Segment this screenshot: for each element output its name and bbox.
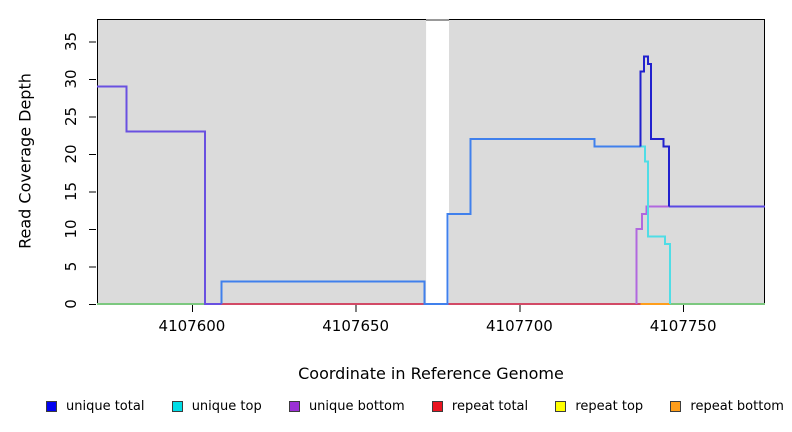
y-axis-tick-label: 5 [62, 262, 80, 272]
no-data-gap-band [426, 15, 450, 303]
legend-swatch-repeat-bottom [670, 401, 682, 412]
y-axis-tick-label: 30 [62, 69, 80, 88]
x-axis-title: Coordinate in Reference Genome [298, 364, 564, 383]
legend-item-unique-top: unique top [171, 399, 262, 414]
y-axis-tick-label: 25 [62, 107, 80, 126]
legend-item-unique-bottom: unique bottom [288, 399, 405, 414]
legend-swatch-repeat-top [555, 401, 567, 412]
legend-item-repeat-bottom: repeat bottom [670, 399, 784, 414]
x-axis-tick-label: 4107650 [322, 317, 389, 335]
legend-item-repeat-top: repeat top [555, 399, 643, 414]
unique-total-spike-line [639, 55, 671, 207]
x-axis-tick-label: 4107700 [486, 317, 553, 335]
y-axis-tick-label: 10 [62, 219, 80, 238]
x-axis-tick-label: 4107600 [159, 317, 226, 335]
y-axis-title: Read Coverage Depth [15, 73, 35, 249]
y-axis-tick-label: 35 [62, 32, 80, 51]
unique-total-bottom-strand-left-segment-line [97, 85, 222, 305]
legend-label: repeat total [451, 399, 529, 414]
legend-item-unique-total: unique total [46, 399, 144, 414]
unique-bottom-line [635, 205, 671, 304]
legend-swatch-repeat-total [431, 401, 443, 412]
x-axis-tick-label: 4107750 [650, 317, 717, 335]
y-axis-tick-label: 0 [62, 299, 80, 309]
legend-label: unique bottom [308, 399, 405, 414]
legend-swatch-unique-bottom [288, 401, 300, 412]
y-axis-tick-label: 15 [62, 182, 80, 201]
legend-label: unique total [66, 399, 145, 414]
legend-label: unique top [191, 399, 262, 414]
legend: unique total unique top unique bottom repea… [46, 399, 784, 414]
unique-total-top-strand-segment-line [220, 138, 641, 305]
legend-swatch-unique-total [46, 401, 57, 412]
legend-label: repeat bottom [690, 399, 784, 414]
legend-item-repeat-total: repeat total [431, 399, 529, 414]
legend-swatch-unique-top [171, 401, 183, 412]
unique-top-line [640, 145, 672, 304]
legend-label: repeat top [575, 399, 644, 414]
y-axis-tick-label: 20 [62, 144, 80, 163]
